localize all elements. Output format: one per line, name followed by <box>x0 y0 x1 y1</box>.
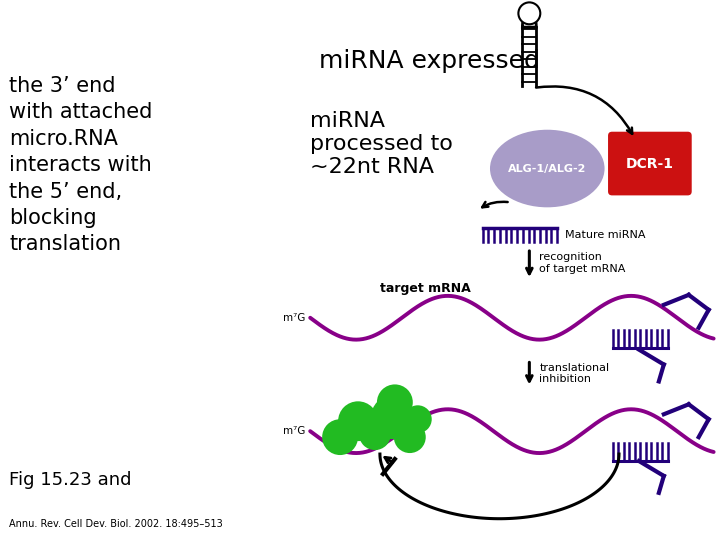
Text: the 3’ end
with attached
micro.RNA
interacts with
the 5’ end,
blocking
translati: the 3’ end with attached micro.RNA inter… <box>9 76 153 254</box>
Text: m⁷G: m⁷G <box>283 313 305 323</box>
Text: Mature miRNA: Mature miRNA <box>565 230 646 240</box>
Circle shape <box>377 384 413 420</box>
Text: m⁷G: m⁷G <box>283 426 305 436</box>
Text: recognition
of target mRNA: recognition of target mRNA <box>539 252 626 274</box>
Circle shape <box>359 418 391 450</box>
Circle shape <box>394 421 426 453</box>
Text: target mRNA: target mRNA <box>380 282 471 295</box>
Text: Fig 15.23 and: Fig 15.23 and <box>9 471 132 489</box>
Circle shape <box>404 406 432 433</box>
Circle shape <box>322 419 358 455</box>
Text: miRNA
processed to
~22nt RNA: miRNA processed to ~22nt RNA <box>310 111 453 177</box>
Text: DCR-1: DCR-1 <box>626 157 674 171</box>
Circle shape <box>371 395 415 439</box>
Ellipse shape <box>490 130 605 207</box>
Circle shape <box>518 2 540 24</box>
Circle shape <box>338 401 378 441</box>
Text: translational
inhibition: translational inhibition <box>539 363 609 384</box>
Text: ALG-1/ALG-2: ALG-1/ALG-2 <box>508 164 587 173</box>
Text: Annu. Rev. Cell Dev. Biol. 2002. 18:495–513: Annu. Rev. Cell Dev. Biol. 2002. 18:495–… <box>9 518 223 529</box>
FancyBboxPatch shape <box>608 132 692 195</box>
Text: miRNA expressed: miRNA expressed <box>319 49 540 73</box>
